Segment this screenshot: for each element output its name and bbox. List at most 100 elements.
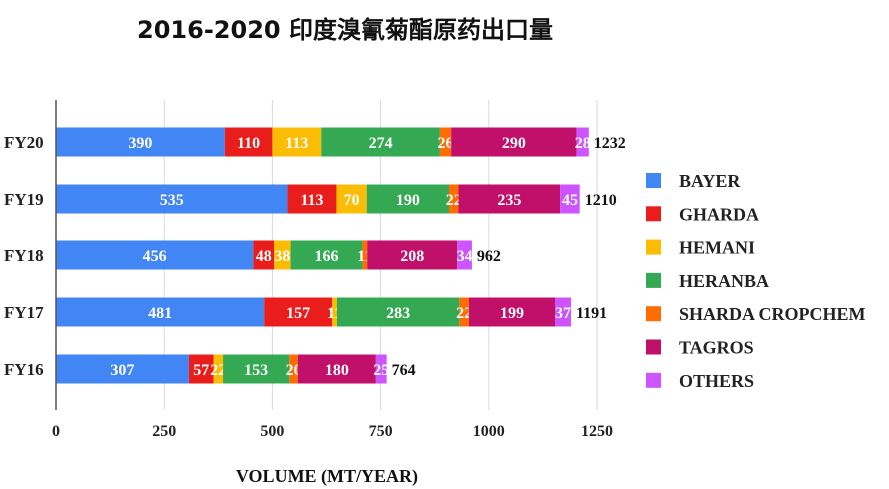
- data-label: 70: [344, 192, 360, 209]
- legend-swatch-others: [646, 372, 661, 388]
- bar-segment-sharda-cropchem: [459, 297, 469, 327]
- data-label: 113: [285, 135, 308, 152]
- legend-entry: TAGROS: [679, 338, 754, 358]
- bar-segment-tagros: [451, 127, 577, 157]
- total-label: 1232: [594, 135, 626, 152]
- bar-segment-bayer: [56, 297, 265, 327]
- bar-segment-others: [576, 127, 589, 157]
- bar-segment-gharda: [287, 184, 337, 214]
- bar-segment-heranba: [321, 127, 440, 157]
- total-label: 1210: [585, 192, 617, 209]
- data-label: 22: [446, 192, 462, 209]
- bar-segment-hemani: [272, 127, 322, 157]
- bar-segment-heranba: [223, 354, 290, 384]
- data-label: 390: [128, 135, 152, 152]
- legend-swatch-bayer: [646, 173, 661, 188]
- bar-segment-others: [375, 354, 387, 384]
- bar-segment-others: [560, 184, 580, 214]
- chart-title: 2016-2020 印度溴氰菊酯原药出口量: [137, 16, 553, 44]
- data-label: 37: [555, 305, 571, 322]
- legend-entry: BAYER: [679, 171, 741, 191]
- x-tick-label: 750: [369, 423, 393, 440]
- data-label: 190: [396, 192, 420, 209]
- x-tick-label: 0: [52, 423, 60, 440]
- legend-swatch-tagros: [646, 339, 661, 355]
- total-label: 1191: [576, 305, 607, 322]
- data-label: 481: [148, 305, 172, 322]
- data-label: 38: [274, 248, 290, 265]
- bar-segment-hemani: [274, 240, 291, 270]
- data-label: 28: [575, 135, 591, 152]
- data-label: 57: [193, 362, 209, 379]
- data-label: 110: [237, 135, 260, 152]
- bar-segment-hemani: [213, 354, 224, 384]
- category-label: FY20: [4, 133, 44, 152]
- x-tick-label: 500: [260, 423, 284, 440]
- bar-segment-tagros: [367, 240, 458, 270]
- legend-entry: OTHERS: [679, 371, 754, 391]
- data-label: 199: [500, 305, 524, 322]
- data-label: 48: [256, 248, 272, 265]
- bar-segment-gharda: [188, 354, 214, 384]
- data-label: 22: [456, 305, 472, 322]
- legend: BAYER GHARDA HEMANI HERANBA SHARDA CROPCHEM T…: [646, 171, 866, 391]
- data-label: 22: [210, 362, 226, 379]
- data-label: 208: [400, 248, 424, 265]
- legend-swatch-hemani: [646, 239, 661, 255]
- bar-segment-bayer: [56, 184, 288, 214]
- data-label: 26: [438, 135, 454, 152]
- bar-segment-hemani: [332, 297, 337, 327]
- data-label: 157: [286, 305, 310, 322]
- data-label: 456: [143, 248, 167, 265]
- data-label: 535: [160, 192, 184, 209]
- bar-segment-bayer: [56, 240, 254, 270]
- data-label: 45: [562, 192, 578, 209]
- axes: 0 250 500 750 1000 1250 FY20 FY19 FY18 FY17 FY16: [4, 100, 613, 440]
- data-label: 153: [244, 362, 268, 379]
- bar-segment-others: [555, 297, 572, 327]
- bar-segment-gharda: [224, 127, 273, 157]
- bar-segment-gharda: [253, 240, 275, 270]
- data-label: 290: [502, 135, 526, 152]
- bar-segment-gharda: [264, 297, 333, 327]
- total-label: 764: [392, 362, 416, 379]
- bar-segment-sharda-cropchem: [362, 240, 368, 270]
- category-label: FY17: [4, 303, 44, 322]
- category-label: FY18: [4, 246, 44, 265]
- category-label: FY19: [4, 190, 44, 209]
- x-tick-label: 250: [152, 423, 176, 440]
- bar-segment-hemani: [336, 184, 367, 214]
- bar-segment-others: [457, 240, 472, 270]
- data-label: 274: [369, 135, 393, 152]
- legend-swatch-sharda-cropchem: [646, 306, 661, 322]
- data-label: 283: [386, 305, 410, 322]
- data-label: 113: [300, 192, 323, 209]
- data-label: 180: [325, 362, 349, 379]
- x-tick-label: 1250: [581, 423, 613, 440]
- x-tick-label: 1000: [473, 423, 505, 440]
- x-axis-title: VOLUME (MT/YEAR): [236, 466, 418, 487]
- bar-segment-tagros: [297, 354, 376, 384]
- bar-segment-tagros: [458, 184, 561, 214]
- legend-swatch-heranba: [646, 272, 661, 288]
- bar-segment-sharda-cropchem: [448, 184, 459, 214]
- bar-segment-sharda-cropchem: [289, 354, 298, 384]
- data-label: 166: [315, 248, 339, 265]
- bar-segment-heranba: [366, 184, 449, 214]
- bar-segment-bayer: [56, 127, 225, 157]
- legend-entry: HERANBA: [679, 271, 769, 291]
- legend-entry: GHARDA: [679, 204, 759, 224]
- total-label: 962: [477, 248, 501, 265]
- data-label: 25: [373, 362, 389, 379]
- data-label: 34: [457, 248, 473, 265]
- bar-segment-bayer: [56, 354, 189, 384]
- bar-segment-heranba: [336, 297, 460, 327]
- data-label: 20: [286, 362, 302, 379]
- bar-segment-sharda-cropchem: [439, 127, 452, 157]
- bar-segment-tagros: [468, 297, 556, 327]
- legend-entry: SHARDA CROPCHEM: [679, 304, 866, 324]
- data-label: 235: [497, 192, 521, 209]
- bars: 390 110 113 274 26 290 28 1232 535 113 70 190 22 235 4…: [56, 127, 626, 384]
- legend-entry: HEMANI: [679, 238, 755, 258]
